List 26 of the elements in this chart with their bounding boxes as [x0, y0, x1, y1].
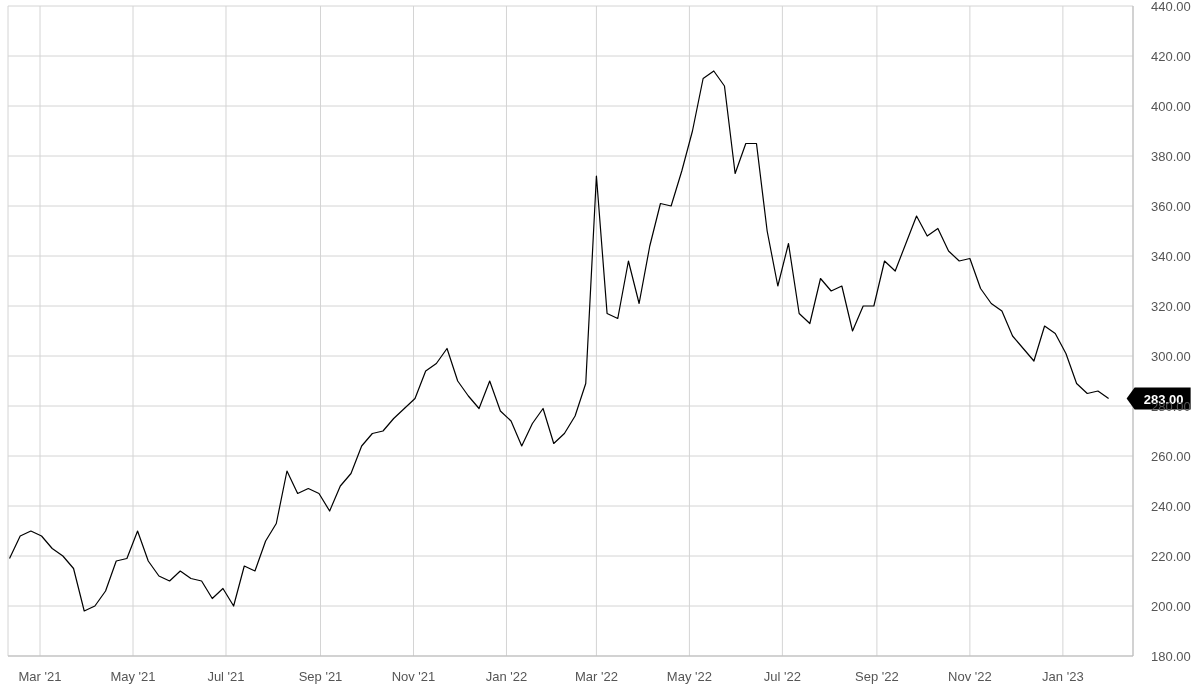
x-tick-label: Nov '22 — [948, 669, 992, 685]
y-tick-label: 380.00 — [1151, 148, 1191, 164]
y-tick-label: 240.00 — [1151, 498, 1191, 514]
y-tick-label: 440.00 — [1151, 0, 1191, 14]
x-tick-label: Sep '22 — [855, 669, 899, 685]
x-tick-label: May '22 — [666, 669, 712, 685]
line-series — [8, 70, 1110, 612]
y-tick-label: 200.00 — [1151, 598, 1191, 614]
y-tick-label: 180.00 — [1151, 648, 1191, 664]
x-tick-label: Jan '23 — [1042, 669, 1084, 685]
y-tick-label: 260.00 — [1151, 448, 1191, 464]
x-tick-label: Jan '22 — [485, 669, 528, 685]
x-tick-label: Mar '21 — [18, 669, 62, 685]
y-tick-label: 320.00 — [1151, 298, 1191, 314]
x-tick-label: Nov '21 — [391, 669, 436, 685]
x-tick-label: Sep '21 — [298, 669, 343, 685]
x-tick-label: Jul '22 — [763, 669, 801, 685]
y-tick-label: 220.00 — [1151, 548, 1191, 564]
y-tick-label: 400.00 — [1151, 98, 1191, 114]
y-tick-label: 340.00 — [1151, 248, 1191, 264]
y-tick-label: 420.00 — [1151, 48, 1191, 64]
x-tick-label: Mar '22 — [574, 669, 618, 685]
y-tick-label: 300.00 — [1151, 348, 1191, 364]
x-tick-label: Jul '21 — [207, 669, 245, 685]
x-tick-label: May '21 — [110, 669, 156, 685]
y-tick-label: 360.00 — [1151, 198, 1191, 214]
